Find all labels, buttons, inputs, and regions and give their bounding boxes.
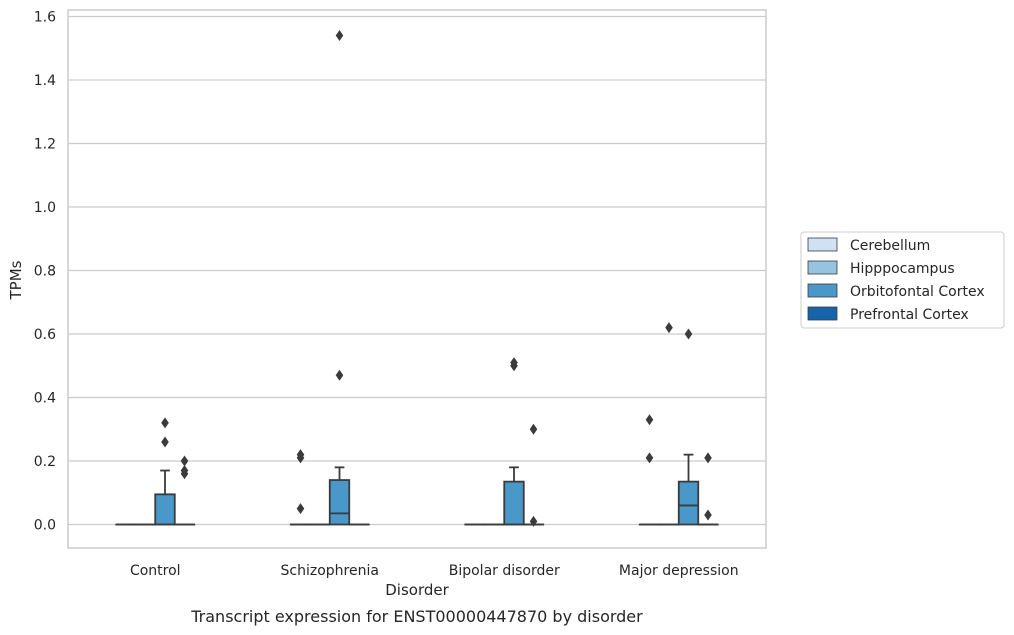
outlier-point (704, 509, 712, 521)
y-tick-label: 0.0 (34, 518, 56, 534)
outlier-point (296, 452, 305, 464)
x-tick-label: Bipolar disorder (449, 563, 560, 579)
outlier-point (529, 423, 538, 435)
legend-swatch (807, 306, 838, 321)
box-body (503, 480, 525, 526)
outlier-point (161, 417, 169, 429)
outlier-point (684, 328, 693, 340)
legend-label: Cerebellum (850, 238, 930, 254)
y-tick-label: 1.6 (34, 10, 56, 26)
box-body (677, 480, 700, 526)
outlier-point (704, 452, 712, 464)
outlier-point (296, 503, 305, 515)
y-tick-label: 0.8 (34, 264, 56, 280)
outlier-point (645, 414, 654, 426)
box-orbitofontal-cortex (503, 357, 525, 526)
x-tick-label: Major depression (619, 563, 739, 579)
legend-label: Orbitofontal Cortex (850, 284, 985, 300)
y-tick-label: 0.4 (34, 391, 56, 407)
legend-label: Prefrontal Cortex (850, 307, 969, 323)
outlier-point (529, 515, 538, 527)
y-tick-label: 1.2 (34, 137, 56, 153)
y-tick-label: 1.4 (34, 73, 56, 89)
box-prefrontal-cortex (522, 423, 545, 527)
legend: Cerebellum Hipppocampus Orbitofontal Corte… (800, 231, 1005, 329)
box-orbitofontal-cortex (328, 30, 351, 526)
y-tick-label: 0.2 (34, 454, 56, 470)
y-tick-label: 0.6 (34, 327, 56, 343)
outlier-point (180, 455, 189, 467)
box-body (328, 479, 351, 526)
outlier-point (645, 452, 654, 464)
y-tick-labels: 0.0 0.2 0.4 0.6 0.8 1.0 1.2 1.4 1.6 (34, 10, 56, 534)
legend-swatch (807, 260, 838, 275)
y-axis-title: TPMs (7, 260, 25, 300)
outlier-point (335, 369, 344, 381)
x-axis-title: Disorder (385, 581, 449, 599)
plot-area (68, 10, 766, 548)
box-body (154, 493, 176, 526)
boxes (115, 30, 719, 527)
plot-frame (67, 9, 767, 549)
outlier-point (665, 322, 673, 334)
legend-swatch (807, 237, 838, 252)
chart-caption: Transcript expression for ENST0000044787… (190, 607, 643, 626)
legend-frame (800, 231, 1005, 329)
box-prefrontal-cortex (697, 452, 719, 526)
box-orbitofontal-cortex (154, 417, 176, 526)
outlier-point (180, 468, 189, 480)
outlier-point (510, 360, 518, 372)
y-tick-label: 1.0 (34, 200, 56, 216)
x-tick-label: Schizophrenia (281, 563, 379, 579)
box-orbitofontal-cortex (677, 328, 700, 526)
outlier-point (161, 436, 169, 448)
legend-label: Hipppocampus (850, 261, 955, 277)
outlier-point (335, 30, 344, 42)
box-prefrontal-cortex (173, 455, 196, 526)
x-tick-label: Control (130, 563, 181, 579)
x-tick-labels: Control Schizophrenia Bipolar disorder Majo… (130, 563, 739, 579)
legend-swatch (807, 283, 838, 298)
